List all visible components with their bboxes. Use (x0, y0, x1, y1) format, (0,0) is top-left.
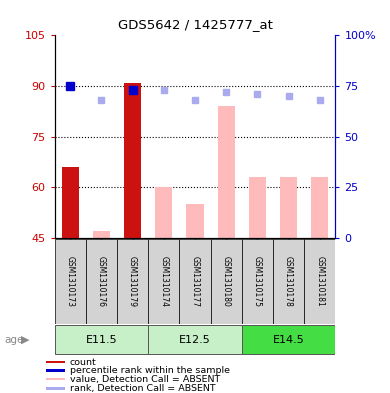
FancyBboxPatch shape (86, 239, 117, 324)
Text: GSM1310173: GSM1310173 (66, 256, 75, 307)
FancyBboxPatch shape (55, 239, 86, 324)
FancyBboxPatch shape (117, 239, 148, 324)
Text: E12.5: E12.5 (179, 334, 211, 345)
Text: GSM1310175: GSM1310175 (253, 256, 262, 307)
Text: GSM1310181: GSM1310181 (315, 256, 324, 307)
Text: rank, Detection Call = ABSENT: rank, Detection Call = ABSENT (70, 384, 216, 393)
Bar (218, 106, 235, 238)
Text: GSM1310178: GSM1310178 (284, 256, 293, 307)
Text: value, Detection Call = ABSENT: value, Detection Call = ABSENT (70, 375, 220, 384)
Text: age: age (4, 335, 23, 345)
Bar (186, 204, 204, 238)
FancyBboxPatch shape (211, 239, 242, 324)
FancyBboxPatch shape (242, 239, 273, 324)
Text: E14.5: E14.5 (273, 334, 305, 345)
Text: E11.5: E11.5 (85, 334, 117, 345)
Bar (280, 177, 297, 238)
Text: GSM1310180: GSM1310180 (222, 256, 231, 307)
Text: GSM1310177: GSM1310177 (190, 256, 200, 307)
Bar (249, 177, 266, 238)
FancyBboxPatch shape (242, 325, 335, 354)
Text: count: count (70, 358, 97, 367)
Text: percentile rank within the sample: percentile rank within the sample (70, 366, 230, 375)
FancyBboxPatch shape (304, 239, 335, 324)
Bar (93, 231, 110, 238)
FancyBboxPatch shape (273, 239, 304, 324)
Bar (46, 361, 65, 363)
Bar (46, 387, 65, 390)
Text: GSM1310174: GSM1310174 (159, 256, 168, 307)
Text: GDS5642 / 1425777_at: GDS5642 / 1425777_at (117, 18, 273, 31)
Bar (155, 187, 172, 238)
FancyBboxPatch shape (148, 325, 242, 354)
Bar (124, 83, 141, 238)
FancyBboxPatch shape (179, 239, 211, 324)
Text: ▶: ▶ (21, 335, 30, 345)
Text: GSM1310176: GSM1310176 (97, 256, 106, 307)
Bar (62, 167, 79, 238)
Bar (311, 177, 328, 238)
FancyBboxPatch shape (148, 239, 179, 324)
Bar (46, 369, 65, 372)
FancyBboxPatch shape (55, 325, 148, 354)
Text: GSM1310179: GSM1310179 (128, 256, 137, 307)
Bar (46, 378, 65, 380)
